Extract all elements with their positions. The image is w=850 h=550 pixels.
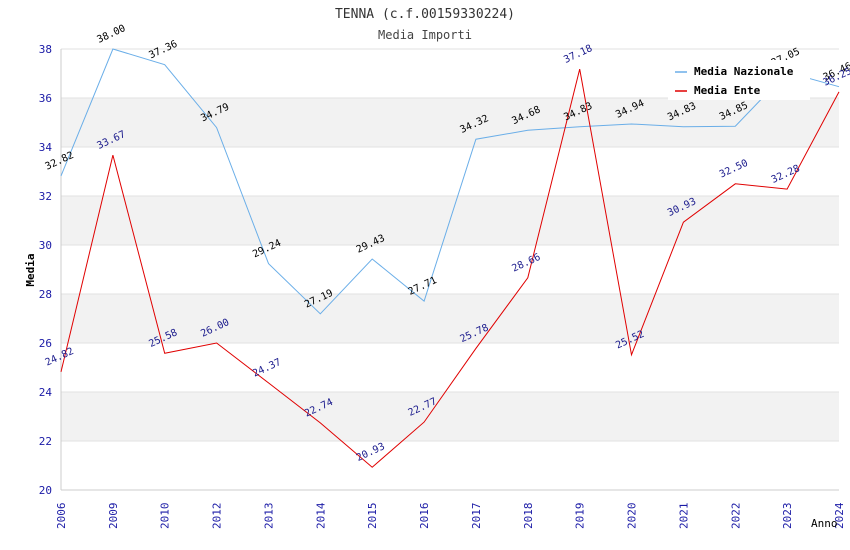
- background-band: [61, 294, 839, 343]
- y-tick-label: 32: [39, 190, 52, 203]
- y-tick-label: 20: [39, 484, 52, 497]
- chart-title: TENNA (c.f.00159330224): [335, 7, 515, 22]
- x-tick-label: 2019: [574, 503, 587, 530]
- legend-label-media-ente: Media Ente: [694, 84, 761, 97]
- background-band: [61, 343, 839, 392]
- legend: Media Nazionale Media Ente: [668, 60, 810, 100]
- x-tick-label: 2023: [781, 503, 794, 530]
- y-tick-label: 34: [39, 141, 53, 154]
- x-tick-label: 2013: [262, 503, 275, 530]
- series-lines: [60, 48, 840, 468]
- x-tick-label: 2012: [211, 503, 224, 530]
- y-tick-label: 38: [39, 43, 52, 56]
- series-line-media-nazionale: [60, 48, 840, 315]
- background-band: [61, 98, 839, 147]
- y-tick-label: 26: [39, 337, 52, 350]
- y-axis-title: Media: [24, 253, 37, 286]
- x-tick-label: 2014: [314, 502, 327, 529]
- background-band: [61, 147, 839, 196]
- background-band: [61, 392, 839, 441]
- x-tick-label: 2015: [366, 503, 379, 530]
- background-band: [61, 245, 839, 294]
- y-tick-label: 28: [39, 288, 52, 301]
- legend-background: [668, 60, 810, 100]
- y-tick-label: 24: [39, 386, 53, 399]
- x-tick-labels: 2006 2009 2010 2012 2013 2014 2015 2016 2017 2018…: [55, 502, 846, 529]
- x-tick-label: 2022: [729, 503, 742, 530]
- x-tick-label: 2018: [522, 503, 535, 530]
- x-tick-label: 2016: [418, 503, 431, 530]
- x-tick-label: 2020: [626, 503, 639, 530]
- background-bands: [61, 49, 839, 490]
- x-tick-label: 2009: [107, 503, 120, 530]
- x-tick-label: 2006: [55, 503, 68, 530]
- x-tick-label: 2021: [677, 503, 690, 530]
- data-label: 38.00: [95, 23, 127, 46]
- gridlines: [61, 48, 839, 491]
- y-tick-label: 22: [39, 435, 52, 448]
- x-tick-label: 2024: [833, 502, 846, 529]
- x-tick-label: 2010: [159, 503, 172, 530]
- series-line-media-ente: [60, 68, 840, 468]
- legend-label-media-nazionale: Media Nazionale: [694, 65, 794, 78]
- chart-subtitle: Media Importi: [378, 28, 472, 42]
- y-tick-label: 36: [39, 92, 52, 105]
- x-tick-label: 2017: [470, 503, 483, 530]
- y-tick-label: 30: [39, 239, 52, 252]
- x-axis-title: Anno: [811, 517, 838, 530]
- y-tick-labels: 20 22 24 26 28 30 32 34 36 38: [39, 43, 53, 497]
- background-band: [61, 441, 839, 490]
